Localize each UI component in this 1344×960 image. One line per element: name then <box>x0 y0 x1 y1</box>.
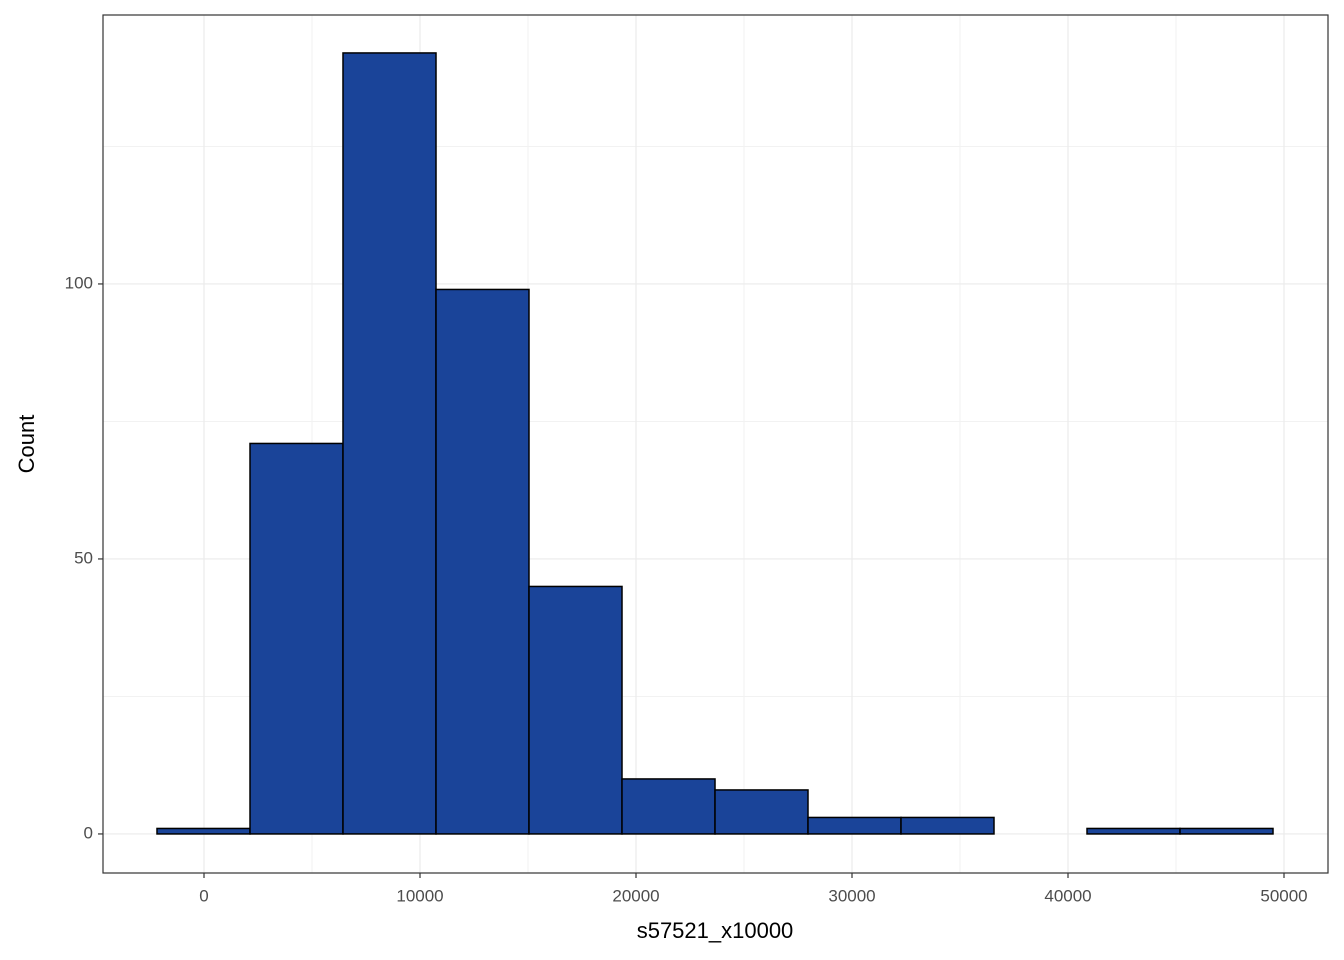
bar <box>156 827 251 835</box>
bar <box>807 816 902 835</box>
x-tick-label: 40000 <box>1044 886 1091 905</box>
y-tick-label: 50 <box>74 548 93 567</box>
bar <box>249 442 344 835</box>
bar <box>900 816 995 835</box>
bar <box>435 288 530 835</box>
x-tick-label: 50000 <box>1260 886 1307 905</box>
bar <box>342 52 437 835</box>
y-tick-label: 0 <box>84 823 93 842</box>
x-tick-label: 30000 <box>828 886 875 905</box>
x-tick-label: 10000 <box>396 886 443 905</box>
bar <box>1086 827 1181 835</box>
panel-border <box>102 14 1329 874</box>
y-axis-label: Count <box>14 415 39 474</box>
bar <box>621 778 716 835</box>
y-tick-label: 100 <box>65 273 93 292</box>
x-tick-label: 0 <box>199 886 208 905</box>
x-tick-label: 20000 <box>612 886 659 905</box>
bar <box>528 585 623 835</box>
bar <box>1179 827 1274 835</box>
x-axis-label: s57521_x10000 <box>637 918 794 943</box>
bars <box>156 52 1274 835</box>
bar <box>714 789 809 835</box>
